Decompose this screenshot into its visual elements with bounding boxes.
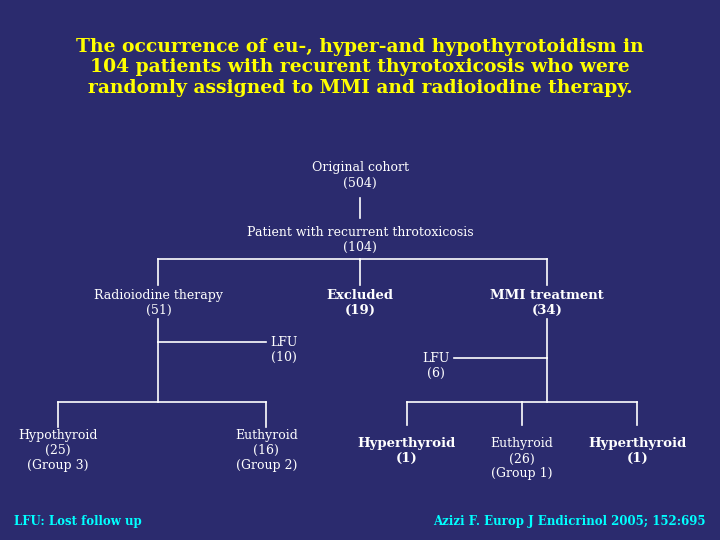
Text: MMI treatment
(34): MMI treatment (34) <box>490 289 604 317</box>
Text: Hypothyroid
(25)
(Group 3): Hypothyroid (25) (Group 3) <box>18 429 97 472</box>
Text: Radioiodine therapy
(51): Radioiodine therapy (51) <box>94 289 223 317</box>
Text: Hyperthyroid
(1): Hyperthyroid (1) <box>358 437 456 465</box>
Text: Hyperthyroid
(1): Hyperthyroid (1) <box>588 437 686 465</box>
Text: Azizi F. Europ J Endicrinol 2005; 152:695: Azizi F. Europ J Endicrinol 2005; 152:69… <box>433 515 706 528</box>
Text: Euthyroid
(26)
(Group 1): Euthyroid (26) (Group 1) <box>490 437 554 481</box>
Text: LFU: Lost follow up: LFU: Lost follow up <box>14 515 142 528</box>
Text: Excluded
(19): Excluded (19) <box>326 289 394 317</box>
Text: Original cohort
(504): Original cohort (504) <box>312 161 408 190</box>
Text: LFU
(10): LFU (10) <box>271 336 298 363</box>
Text: Euthyroid
(16)
(Group 2): Euthyroid (16) (Group 2) <box>235 429 298 472</box>
Text: The occurrence of eu-, hyper-and hypothyrotoidism in
104 patients with recurent : The occurrence of eu-, hyper-and hypothy… <box>76 38 644 97</box>
Text: LFU
(6): LFU (6) <box>422 352 449 380</box>
Text: Patient with recurrent throtoxicosis
(104): Patient with recurrent throtoxicosis (10… <box>247 226 473 254</box>
